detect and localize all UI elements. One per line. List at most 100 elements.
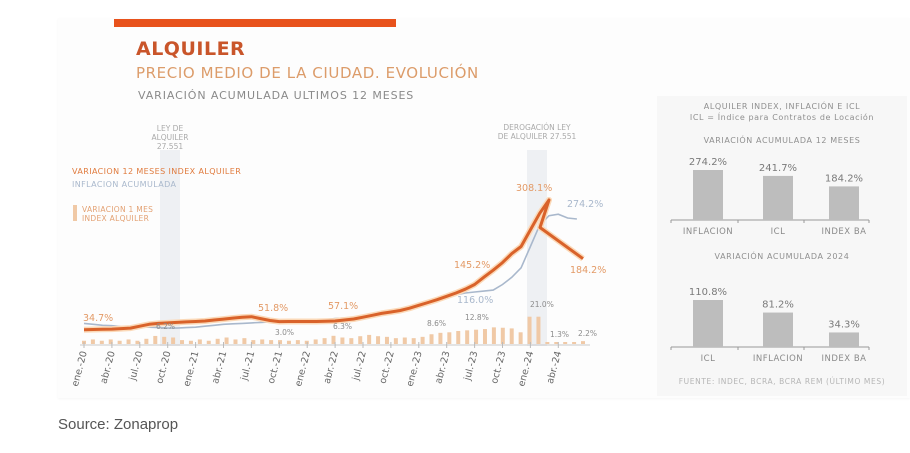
- monthly-data-label: 6.3%: [333, 322, 352, 331]
- summary-category-label: INDEX BA: [822, 227, 867, 237]
- x-tick-label: oct.-20: [154, 350, 173, 385]
- monthly-bar: [197, 339, 202, 344]
- monthly-bar: [286, 340, 291, 344]
- summary-category-label: ICL: [701, 354, 716, 364]
- monthly-bar: [153, 335, 158, 344]
- monthly-bar: [545, 342, 550, 344]
- summary-bar: [763, 175, 793, 220]
- annotation-line: DEROGACIÓN LEY: [503, 123, 571, 132]
- x-tick-label: ene.-24: [516, 350, 536, 388]
- monthly-data-label: 3.0%: [275, 328, 294, 337]
- summary-bar-label: 34.3%: [828, 319, 860, 330]
- monthly-bar: [90, 339, 95, 344]
- x-tick-label: jul.-22: [350, 350, 369, 383]
- monthly-bar: [144, 338, 149, 344]
- monthly-bar: [349, 338, 354, 344]
- monthly-bar: [206, 340, 211, 344]
- monthly-bar: [384, 336, 389, 344]
- summary-bar-label: 81.2%: [762, 300, 794, 311]
- summary-bar: [763, 312, 793, 347]
- index-data-label: 308.1%: [516, 183, 552, 194]
- monthly-bar: [260, 339, 265, 344]
- summary-bar: [829, 332, 859, 347]
- monthly-bar: [402, 337, 407, 344]
- x-tick-label: ene.-20: [70, 350, 90, 388]
- index-data-label: 34.7%: [83, 313, 113, 324]
- x-tick-label: ene.-21: [181, 350, 201, 388]
- monthly-bar: [180, 340, 185, 344]
- monthly-bar: [500, 327, 505, 344]
- x-tick-label: ene.-22: [293, 350, 313, 388]
- source-caption: Source: Zonaprop: [58, 416, 179, 433]
- monthly-bar: [251, 340, 256, 344]
- x-tick-label: oct.-21: [266, 350, 285, 385]
- monthly-bar: [269, 340, 274, 344]
- x-tick-label: abr.-20: [99, 350, 118, 385]
- summary-12m-subtitle: VARIACIÓN ACUMULADA 12 MESES: [703, 136, 861, 145]
- monthly-bar: [162, 336, 167, 344]
- summary-bar-label: 184.2%: [825, 173, 863, 184]
- monthly-bar: [135, 340, 140, 344]
- x-tick-label: oct.-22: [378, 350, 397, 385]
- summary-panel: ALQUILER INDEX, INFLACIÓN E ICL ICL = Ín…: [657, 96, 907, 396]
- index-data-label: 57.1%: [328, 301, 358, 312]
- monthly-bar: [393, 338, 398, 344]
- summary-bar-label: 241.7%: [759, 163, 797, 174]
- monthly-bar: [465, 330, 470, 344]
- monthly-bar: [126, 339, 131, 344]
- monthly-bar: [188, 340, 193, 344]
- monthly-bar: [278, 340, 283, 344]
- monthly-bar: [108, 339, 113, 344]
- monthly-data-label: 6.2%: [156, 322, 175, 331]
- monthly-bar: [474, 329, 479, 344]
- summary-note: ICL = Índice para Contratos de Locación: [689, 113, 875, 122]
- x-tick-label: jul.-20: [127, 350, 146, 383]
- monthly-bar: [358, 336, 363, 344]
- x-tick-label: jul.-23: [462, 350, 481, 383]
- monthly-bar: [376, 336, 381, 344]
- summary-bar-label: 274.2%: [689, 157, 727, 168]
- summary-12m-chart: 274.2% INFLACION 241.7% ICL 184.2% INDEX BA: [670, 157, 870, 237]
- summary-2024-subtitle: VARIACIÓN ACUMULADA 2024: [714, 252, 850, 261]
- monthly-bar: [518, 332, 523, 344]
- monthly-bar: [509, 328, 514, 344]
- index-line: [83, 198, 584, 332]
- inflation-data-label: 274.2%: [567, 199, 603, 210]
- monthly-bar: [322, 338, 327, 344]
- monthly-bar: [429, 334, 434, 344]
- summary-2024-chart: 110.8% ICL 81.2% INFLACION 34.3% INDEX BA: [670, 287, 870, 364]
- monthly-bar: [367, 334, 372, 344]
- monthly-data-label: 2.2%: [578, 329, 597, 338]
- x-tick-label: abr.-23: [433, 350, 452, 385]
- monthly-bar: [447, 332, 452, 344]
- monthly-bar: [171, 337, 176, 344]
- monthly-bar: [331, 335, 336, 344]
- summary-title: ALQUILER INDEX, INFLACIÓN E ICL: [703, 102, 861, 111]
- x-tick-label: abr.-22: [322, 350, 341, 385]
- legend-bar-swatch: [73, 205, 77, 221]
- monthly-bar: [117, 340, 122, 344]
- monthly-bar: [340, 337, 345, 344]
- legend-monthly-bar-line: VARIACION 1 MES: [82, 205, 153, 214]
- monthly-bar: [99, 340, 104, 344]
- monthly-data-label: 8.6%: [427, 319, 446, 328]
- accent-bar: [114, 19, 396, 27]
- monthly-bar: [527, 316, 532, 344]
- summary-bar: [693, 300, 723, 347]
- annotation-label: LEY DE ALQUILER 27.551: [151, 124, 188, 151]
- monthly-bar: [581, 341, 585, 344]
- monthly-bar: [313, 339, 318, 344]
- annotation-line: LEY DE: [157, 124, 184, 133]
- x-tick-label: abr.-21: [210, 350, 229, 385]
- monthly-bar: [482, 329, 487, 344]
- monthly-bar: [411, 338, 416, 344]
- monthly-bar: [554, 342, 559, 344]
- law-band: [527, 150, 547, 346]
- monthly-data-label: 12.8%: [465, 313, 489, 322]
- index-data-label: 145.2%: [454, 260, 490, 271]
- summary-bar: [693, 170, 723, 220]
- legend-inflation-line: INFLACION ACUMULADA: [72, 180, 177, 189]
- monthly-bar: [572, 342, 577, 344]
- monthly-bar: [295, 340, 300, 344]
